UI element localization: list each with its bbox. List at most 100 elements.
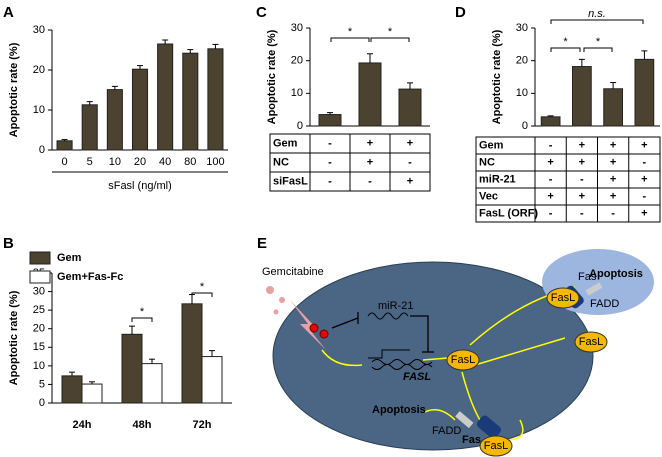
bar [81,383,103,404]
y-tick-label: 10 [33,104,45,116]
table-cell: + [641,207,647,219]
table-cell: - [368,175,372,187]
panel-label: A [3,4,14,21]
mirna [367,312,409,320]
promoter [368,349,410,359]
legend-label: Gem+Fas-Fc [57,271,123,283]
arrow [321,349,363,367]
sig-label: * [200,281,205,293]
y-axis-label: Apoptotic rate (%) [491,29,503,124]
fasl [574,331,608,353]
bar [141,363,163,404]
y-tick-label: 30 [33,285,45,297]
bar [61,375,83,404]
bar [81,104,98,151]
y-tick-label: 0 [297,120,303,132]
table-row-label: NC [273,156,289,168]
apoptosis-label: Apoptosis [372,404,426,416]
y-tick-label: 20 [291,55,303,67]
table-row-label: FasL (ORF) [479,207,538,219]
bar [157,43,174,151]
y-tick-label: 0 [522,120,528,132]
fadd-label: FADD [590,298,619,310]
diagram-e: E FasL FASL miR-21 Gemcitabine Fas FADD … [257,235,654,457]
table-cell: - [549,207,553,219]
legend-swatch [29,251,51,265]
y-tick-label: 10 [33,360,45,372]
y-tick-label: 10 [291,87,303,99]
bar [358,62,382,127]
x-tick-label: 20 [134,156,146,168]
y-tick-label: 20 [516,55,528,67]
bar [603,88,623,127]
bar [201,356,223,404]
mirna-label: miR-21 [378,300,413,312]
sig-bracket [583,47,613,52]
table-cell: - [580,173,584,185]
table-cell: - [549,139,553,151]
fasl-label: FasL [551,292,575,304]
y-axis-label: Apoptotic rate (%) [8,290,20,385]
table-cell: + [610,190,616,202]
table-row-label: Gem [479,139,504,151]
table-cell: - [643,190,647,202]
apoptosis-label: Apoptosis [589,268,643,280]
table-cell: + [547,156,553,168]
sig-bracket [550,19,644,24]
y-tick-label: 30 [33,24,45,36]
x-axis-label: sFasl (ng/ml) [108,180,172,192]
y-tick-label: 25 [33,304,45,316]
gene-label: FASL [403,371,431,383]
table-cell: + [407,137,413,149]
y-tick-label: 0 [39,397,45,409]
x-tick-label: 80 [184,156,196,168]
table-cell: + [641,139,647,151]
table-row-label: NC [479,156,495,168]
bar [572,66,592,127]
table-cell: + [547,190,553,202]
x-tick-label: 24h [73,419,92,431]
table-cell: - [611,207,615,219]
x-tick-label: 72h [193,419,212,431]
bar [131,68,149,151]
panel-label: E [257,235,267,252]
fasl [479,435,513,457]
sig-label: * [140,306,145,318]
bar [181,303,203,404]
sig-bracket [131,317,153,322]
arrow [424,409,456,421]
y-axis-label: Apoptotic rate (%) [266,29,278,124]
sig-label: * [348,26,353,38]
y-tick-label: 20 [33,64,45,76]
drug-dot [279,297,285,303]
x-tick-label: 10 [109,156,121,168]
table-cell: - [328,175,332,187]
table-cell: + [641,173,647,185]
table-cell: + [610,139,616,151]
lightning [290,300,326,350]
fasl-label: FasL [484,440,508,452]
x-tick-label: 100 [206,156,224,168]
drug-mol [319,329,329,339]
y-tick-label: 30 [516,22,528,34]
table-cell: - [328,156,332,168]
table-cell: - [549,173,553,185]
x-tick-label: 0 [62,156,68,168]
drug-label: Gemcitabine [262,266,324,278]
y-tick-label: 5 [39,378,45,390]
y-tick-label: 10 [516,87,528,99]
table-row-label: siFasL [273,175,308,187]
gene [371,359,433,365]
sig-label: n.s. [588,8,606,20]
table-cell: + [579,156,585,168]
y-tick-label: 0 [39,144,45,156]
y-axis-label: Apoptotic rate (%) [8,42,20,137]
bar [207,48,224,151]
sig-label: * [563,36,568,48]
table-cell: + [610,156,616,168]
inhibit [331,317,359,329]
fadd-label: FADD [432,425,461,437]
x-tick-label: 48h [133,419,152,431]
table-row-label: Gem [273,137,298,149]
sig-label: * [596,36,601,48]
